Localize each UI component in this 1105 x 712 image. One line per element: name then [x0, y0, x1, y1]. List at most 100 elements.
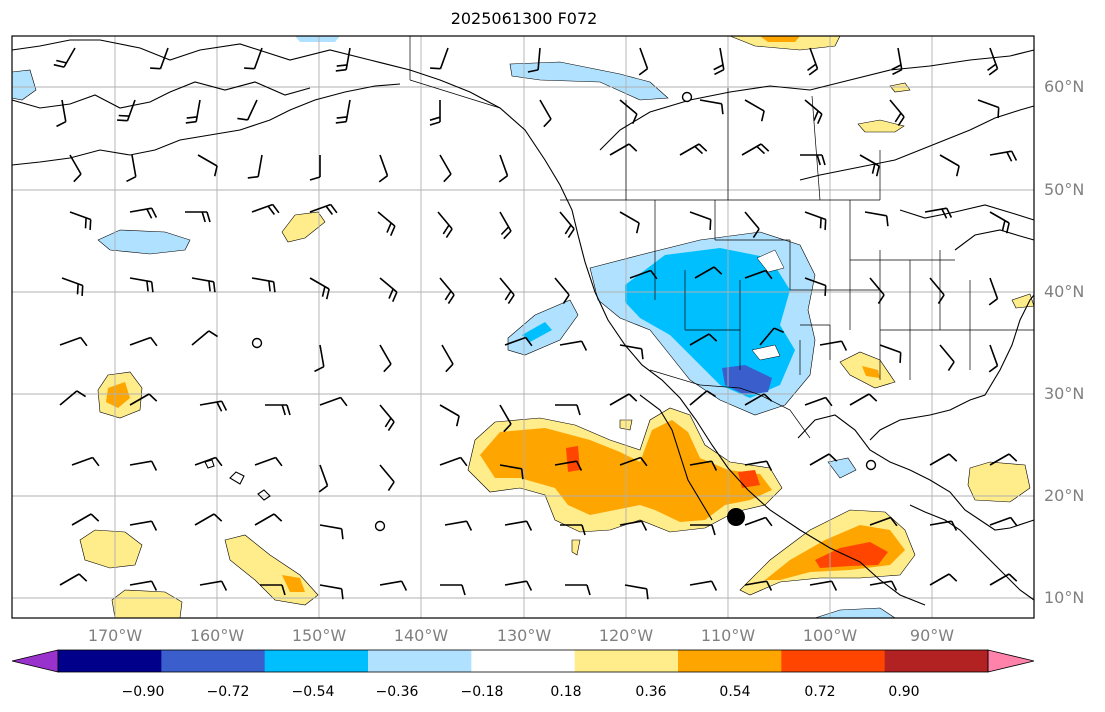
wind-barb — [129, 277, 154, 293]
lon-label: 160°W — [189, 626, 245, 645]
wind-barb — [929, 520, 958, 531]
wind-barb — [129, 460, 158, 471]
wind-barb — [864, 211, 889, 227]
wind-barb — [194, 456, 223, 467]
wind-barb — [699, 99, 724, 115]
negative-anomaly-region — [751, 344, 781, 361]
wind-barb — [439, 277, 455, 305]
colorbar-tick-label: 0.36 — [635, 684, 667, 700]
negative-anomaly-region — [522, 322, 552, 342]
wind-barb — [929, 573, 958, 586]
wind-barb — [439, 404, 460, 427]
wind-barb — [869, 580, 898, 591]
colorbar-tick-label: −0.18 — [460, 684, 504, 700]
lon-label: 100°W — [802, 626, 858, 645]
wind-barb — [989, 211, 1010, 234]
colorbar-outline — [57, 649, 989, 673]
wind-barb — [869, 516, 898, 527]
wind-barb — [689, 333, 718, 346]
calm-wind-marker — [374, 520, 386, 532]
wind-barb — [319, 524, 344, 540]
positive-anomaly-region — [281, 211, 326, 243]
positive-anomaly-region — [738, 470, 760, 488]
wind-barb — [565, 584, 591, 596]
colorbar-extend-min — [11, 649, 59, 673]
coastlines — [11, 39, 1035, 606]
colorbar-segment — [368, 650, 472, 672]
negative-anomaly-region — [814, 607, 896, 619]
wind-barb — [987, 47, 999, 76]
positive-anomaly-region — [857, 119, 905, 133]
colorbar-segment — [471, 650, 576, 672]
wind-barb — [554, 460, 583, 471]
wind-barb — [849, 393, 878, 406]
wind-barb — [498, 154, 509, 183]
wind-barb — [117, 99, 136, 122]
wind-barb — [441, 344, 454, 373]
positive-anomaly-region — [566, 446, 580, 472]
wind-barb — [989, 453, 1018, 466]
colorbar-tick-label: −0.54 — [291, 684, 335, 700]
wind-barb — [891, 47, 903, 76]
wind-barb — [555, 404, 581, 416]
wind-barb — [504, 520, 533, 531]
wind-barb — [379, 404, 395, 432]
colorbar-tick-label: 0.72 — [804, 684, 836, 700]
wind-barb — [807, 47, 819, 76]
wind-barb — [924, 207, 953, 219]
wind-barb — [929, 277, 945, 305]
wind-barb — [879, 344, 902, 363]
wind-barb — [194, 513, 223, 526]
lat-label: 60°N — [1044, 77, 1085, 96]
wind-barb — [59, 390, 87, 406]
colorbar-segment — [574, 650, 679, 672]
colorbar-segment — [58, 650, 162, 672]
lon-label: 110°W — [700, 626, 756, 645]
wind-barb — [150, 47, 169, 70]
wind-barb — [989, 516, 1018, 527]
wind-barb — [929, 453, 958, 466]
wind-barb — [379, 277, 398, 303]
wind-barb — [129, 336, 158, 347]
positive-anomaly-region — [815, 542, 888, 568]
wind-barb — [260, 584, 286, 596]
wind-barb — [689, 460, 718, 471]
wind-barb — [335, 99, 351, 124]
wind-barb — [977, 99, 1000, 118]
wind-barb — [744, 99, 765, 122]
colorbar-tick-label: 0.90 — [888, 684, 920, 700]
colorbar — [11, 649, 1035, 673]
wind-barb — [741, 143, 770, 156]
wind-barb — [59, 336, 88, 347]
wind-barb — [185, 99, 201, 124]
map-frame — [11, 35, 1035, 619]
negative-anomaly-region — [756, 249, 785, 273]
colorbar-extend-max — [987, 649, 1035, 673]
wind-barb — [809, 453, 838, 466]
colorbar-tick-label: 0.18 — [550, 684, 582, 700]
wind-barb — [71, 456, 100, 467]
colorbar-tick-label: −0.90 — [121, 684, 165, 700]
wind-barb — [440, 584, 466, 596]
wind-barb — [744, 269, 773, 280]
wind-barb — [689, 390, 717, 406]
positive-anomaly-region — [862, 366, 880, 378]
wind-barb — [254, 513, 283, 526]
wind-barb — [859, 154, 880, 177]
wind-barb — [499, 464, 524, 480]
wind-barb — [53, 47, 76, 68]
wind-barb — [988, 277, 999, 306]
wind-barb — [379, 464, 395, 492]
wind-barb — [869, 277, 885, 305]
wind-barb — [809, 580, 838, 591]
wind-barb — [197, 154, 218, 177]
wind-barb — [560, 524, 586, 536]
wind-barb — [638, 47, 649, 76]
negative-anomaly-region — [11, 69, 37, 101]
wind-barb — [319, 584, 344, 600]
wind-barb — [609, 393, 638, 406]
lon-label: 130°W — [496, 626, 552, 645]
wind-barb — [199, 400, 228, 412]
wind-barb — [689, 580, 718, 591]
positive-anomaly-region — [1011, 293, 1035, 309]
